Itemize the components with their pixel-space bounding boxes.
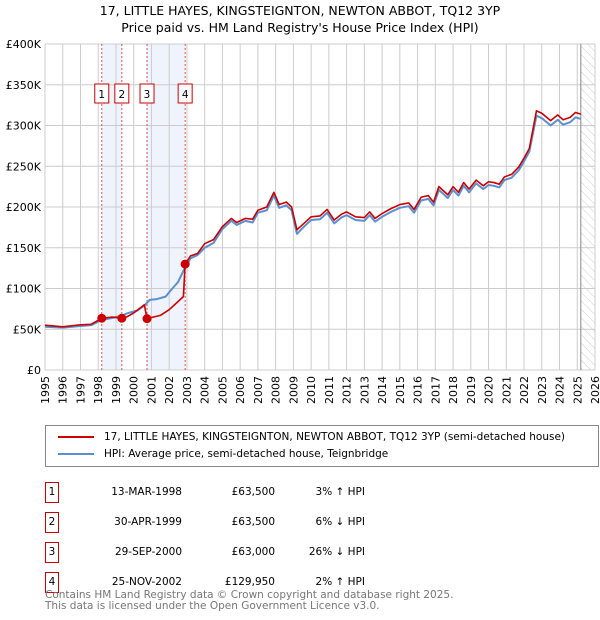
legend-swatch-red [58,436,94,438]
x-tick-label: 2001 [145,376,158,404]
y-tick-label: £400K [6,38,42,51]
sale-row: 2 30-APR-1999 £63,500 6% ↓ HPI [45,512,445,534]
sale-marker-box [94,83,110,104]
y-tick-label: £350K [6,79,42,92]
sale-point [97,313,107,323]
x-tick-label: 2016 [412,376,425,404]
legend-item-hpi: HPI: Average price, semi-detached house,… [58,447,388,461]
sale-hpi-diff: 2% ↑ HPI [315,576,365,588]
sale-marker-label: 3 [144,89,151,101]
series-line-property [44,110,582,328]
sale-point [180,259,190,269]
sale-price: £129,950 [224,576,275,588]
x-tick-label: 1998 [92,376,105,404]
x-tick-label: 2005 [216,376,229,404]
x-tick-label: 2010 [305,376,318,404]
x-tick-label: 2015 [394,376,407,404]
x-tick-label: 2020 [483,376,496,404]
x-tick-label: 2009 [287,376,300,404]
x-tick-label: 2000 [128,376,141,404]
sale-price: £63,000 [231,546,275,558]
sale-number: 4 [45,572,59,593]
x-tick-label: 2018 [447,376,460,404]
legend-label: HPI: Average price, semi-detached house,… [104,448,389,460]
y-tick-label: £300K [6,120,42,133]
x-tick-label: 2014 [376,376,389,404]
sale-marker-box [177,83,193,104]
sale-number: 1 [45,482,59,503]
sale-price: £63,500 [231,486,275,498]
x-tick-label: 2006 [234,376,247,404]
x-tick-label: 2025 [571,376,584,404]
x-tick-label: 2012 [341,376,354,404]
x-tick-label: 1995 [39,376,52,404]
sale-number: 2 [45,512,59,533]
sale-marker-label: 4 [182,89,189,101]
series-line-hpi [44,114,582,329]
x-tick-label: 2023 [536,376,549,404]
sale-marker-label: 1 [98,89,105,101]
x-tick-label: 2026 [589,376,600,404]
sale-point [117,313,127,323]
sale-row: 4 25-NOV-2002 £129,950 2% ↑ HPI [45,572,445,594]
x-tick-label: 2013 [358,376,371,404]
x-tick-label: 1997 [74,376,87,404]
legend-swatch-blue [58,453,94,455]
x-tick-label: 2022 [518,376,531,404]
footer-copyright: Contains HM Land Registry data © Crown c… [45,589,454,601]
y-tick-label: £50K [13,323,42,336]
sale-date: 30-APR-1999 [114,516,182,528]
sale-date: 13-MAR-1998 [111,486,182,498]
sale-marker-label: 2 [118,89,125,101]
sale-point [142,314,152,324]
x-tick-label: 2024 [554,376,567,404]
x-tick-label: 2011 [323,376,336,404]
legend-label: 17, LITTLE HAYES, KINGSTEIGNTON, NEWTON … [104,431,566,443]
sale-number: 3 [45,542,59,563]
sale-hpi-diff: 6% ↓ HPI [315,516,365,528]
y-tick-label: £100K [6,283,42,296]
sale-marker-box [139,83,155,104]
y-tick-label: £0 [27,364,41,377]
x-tick-label: 2002 [163,376,176,404]
y-tick-label: £250K [6,160,42,173]
x-tick-label: 2003 [181,376,194,404]
x-tick-label: 1999 [110,376,123,404]
sale-price: £63,500 [231,516,275,528]
sale-hpi-diff: 26% ↓ HPI [308,546,365,558]
sale-marker-box [114,83,130,104]
sale-date: 29-SEP-2000 [114,546,182,558]
sale-hpi-diff: 3% ↑ HPI [315,486,365,498]
x-tick-label: 1996 [57,376,70,404]
x-tick-label: 2004 [199,376,212,404]
x-tick-label: 2019 [465,376,478,404]
x-tick-label: 2007 [252,376,265,404]
legend: 17, LITTLE HAYES, KINGSTEIGNTON, NEWTON … [45,425,599,467]
chart-subtitle: Price paid vs. HM Land Registry's House … [121,20,479,35]
legend-item-property: 17, LITTLE HAYES, KINGSTEIGNTON, NEWTON … [58,430,565,444]
y-tick-label: £200K [6,201,42,214]
footer-licence: This data is licensed under the Open Gov… [45,600,380,612]
sale-row: 1 13-MAR-1998 £63,500 3% ↑ HPI [45,482,445,504]
x-tick-label: 2008 [270,376,283,404]
x-tick-label: 2021 [500,376,513,404]
sale-date: 25-NOV-2002 [111,576,182,588]
y-tick-label: £150K [6,242,42,255]
sale-row: 3 29-SEP-2000 £63,000 26% ↓ HPI [45,542,445,564]
plot-area: 1995 1996 1997 1998 1999 2000 2001 2002 2003 2004… [6,38,600,404]
chart-title: 17, LITTLE HAYES, KINGSTEIGNTON, NEWTON … [99,3,501,18]
x-tick-label: 2017 [429,376,442,404]
